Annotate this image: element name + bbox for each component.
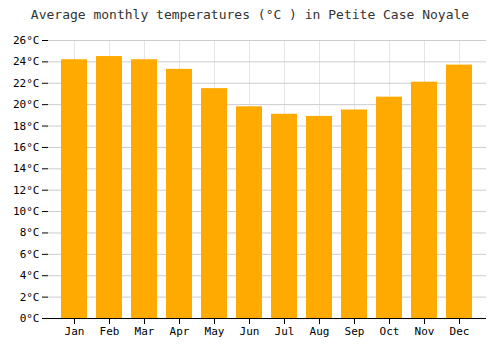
svg-text:12°C: 12°C (13, 184, 40, 197)
svg-text:26°C: 26°C (13, 34, 40, 47)
html-text:Average monthly temperatures (: Average monthly temperatures (°C ) in Pe… (30, 7, 470, 22)
svg-text:Aug: Aug (310, 325, 330, 338)
svg-text:May: May (205, 325, 225, 338)
svg-text:14°C: 14°C (13, 162, 40, 175)
svg-text:4°C: 4°C (20, 269, 40, 282)
svg-text:18°C: 18°C (13, 120, 40, 133)
svg-text:24°C: 24°C (13, 55, 40, 68)
svg-text:22°C: 22°C (13, 77, 40, 90)
svg-text:16°C: 16°C (13, 141, 40, 154)
svg-text:2°C: 2°C (20, 291, 40, 304)
svg-text:0°C: 0°C (20, 312, 40, 325)
svg-text:Jul: Jul (275, 325, 295, 338)
svg-text:Sep: Sep (345, 325, 365, 338)
svg-text:6°C: 6°C (20, 248, 40, 261)
svg-text:20°C: 20°C (13, 98, 40, 111)
svg-text:Mar: Mar (135, 325, 155, 338)
svg-text:Jun: Jun (240, 325, 260, 338)
svg-text:8°C: 8°C (20, 226, 40, 239)
svg-text:Oct: Oct (380, 325, 400, 338)
svg-text:10°C: 10°C (13, 205, 40, 218)
svg-text:Apr: Apr (170, 325, 190, 338)
svg-text:Nov: Nov (415, 325, 435, 338)
svg-text:Jan: Jan (65, 325, 85, 338)
svg-text:Dec: Dec (450, 325, 470, 338)
svg-text:Feb: Feb (100, 325, 120, 338)
